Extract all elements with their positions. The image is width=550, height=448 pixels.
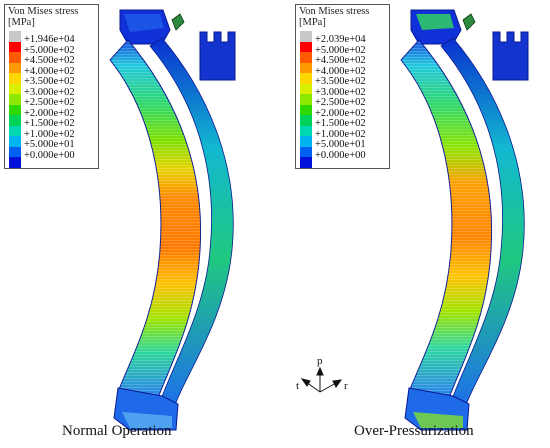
- legend-label: +5.000e+01: [24, 139, 75, 150]
- legend-label: +3.500e+02: [24, 76, 75, 87]
- legend-label: +1.500e+02: [24, 118, 75, 129]
- legend-swatch: [9, 125, 21, 137]
- legend-swatch: [300, 62, 312, 74]
- legend-swatch: [9, 146, 21, 158]
- legend-swatch: [9, 31, 21, 42]
- legend-label: +2.500e+02: [24, 97, 75, 108]
- legend-swatch: [300, 136, 312, 147]
- legend-swatch: [300, 83, 312, 95]
- legend-label: +0.000e+00: [315, 149, 366, 161]
- model-normal-operation: [109, 9, 236, 431]
- legend-swatch: [9, 52, 21, 63]
- legend-label: +1.500e+02: [315, 118, 366, 129]
- legend-label: +2.039e+04: [315, 34, 366, 45]
- legend-swatch: [300, 104, 312, 116]
- legend-swatch: [300, 52, 312, 63]
- legend-label: +1.946e+04: [24, 34, 75, 45]
- legend-swatch: [300, 31, 312, 42]
- legend-label: +1.000e+02: [24, 128, 75, 140]
- legend-swatch: [300, 146, 312, 158]
- legend-label: +4.500e+02: [315, 55, 366, 66]
- legend-swatch: [9, 157, 21, 168]
- triad-label-p: p: [317, 355, 323, 367]
- caption-over-pressurization: Over-Pressurization: [354, 423, 474, 439]
- legend-title: Von Mises stress [MPa]: [299, 6, 370, 28]
- legend-swatch: [9, 41, 21, 53]
- legend-label: +5.000e+02: [315, 44, 366, 56]
- legend-swatch: [9, 115, 21, 126]
- legend-label: +3.000e+02: [24, 86, 75, 98]
- legend-swatch: [300, 73, 312, 84]
- legend-swatch: [9, 83, 21, 95]
- legend-label: +4.500e+02: [24, 55, 75, 66]
- triad-label-t: t: [296, 380, 300, 392]
- legend-swatch: [300, 125, 312, 137]
- legend-swatch: [9, 104, 21, 116]
- triad-label-r: r: [344, 380, 348, 392]
- legend-label: +5.000e+02: [24, 44, 75, 56]
- legend-label: +2.500e+02: [315, 97, 366, 108]
- legend-swatch: [9, 136, 21, 147]
- legend-over-pressurization: Von Mises stress [MPa] +2.039e+04 +5.000e…: [295, 4, 390, 169]
- legend-swatch: [9, 62, 21, 74]
- legend-swatch: [300, 94, 312, 105]
- legend-swatch: [300, 115, 312, 126]
- legend-label: +4.000e+02: [24, 65, 75, 77]
- legend-label: +4.000e+02: [315, 65, 366, 77]
- legend-swatch: [300, 41, 312, 53]
- legend-swatch: [9, 73, 21, 84]
- legend-label: +5.000e+01: [315, 139, 366, 150]
- legend-normal-operation: Von Mises stress [MPa] +1.946e+04 +5.000e…: [4, 4, 99, 169]
- legend-label: +2.000e+02: [315, 107, 366, 119]
- legend-swatch: [9, 94, 21, 105]
- legend-label: +0.000e+00: [24, 149, 75, 161]
- model-over-pressurization: [400, 9, 529, 431]
- legend-label: +1.000e+02: [315, 128, 366, 140]
- legend-title: Von Mises stress [MPa]: [8, 6, 79, 28]
- legend-label: +3.000e+02: [315, 86, 366, 98]
- legend-label: +2.000e+02: [24, 107, 75, 119]
- legend-swatch: [300, 157, 312, 168]
- legend-label: +3.500e+02: [315, 76, 366, 87]
- caption-normal-operation: Normal Operation: [62, 423, 172, 439]
- coordinate-triad: [300, 366, 343, 393]
